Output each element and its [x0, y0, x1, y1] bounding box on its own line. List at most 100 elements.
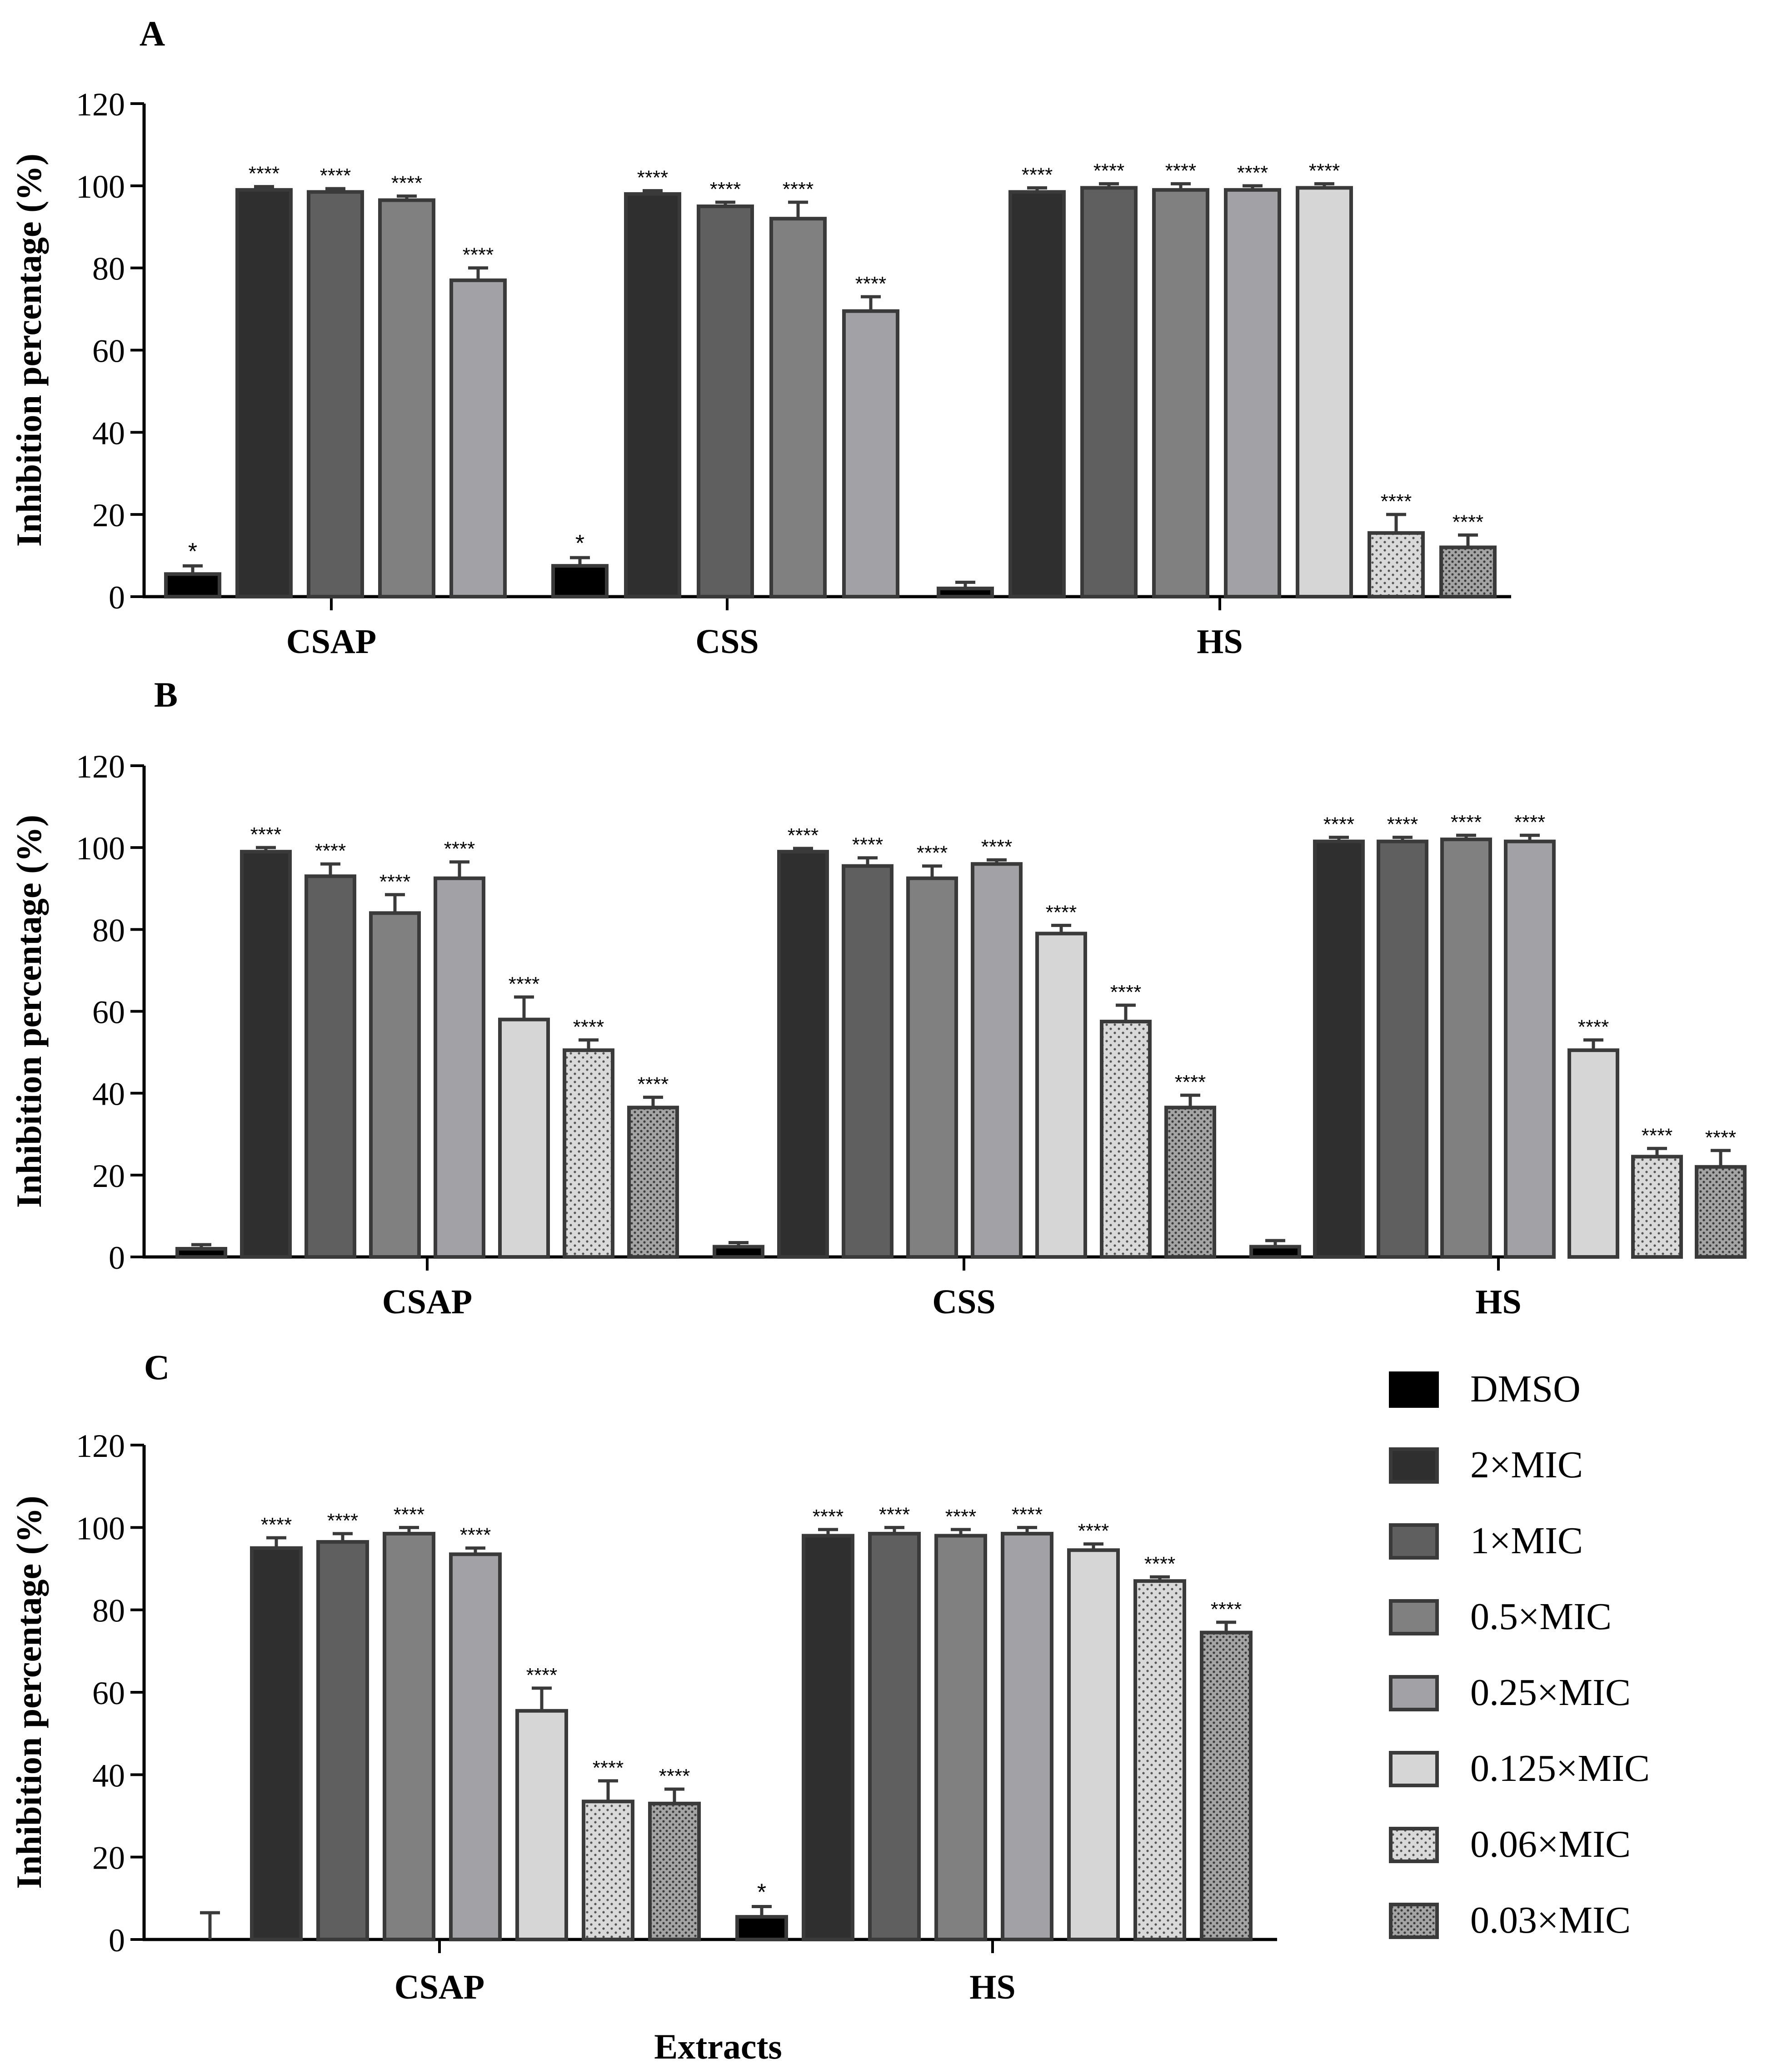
legend-swatch [1389, 1599, 1439, 1635]
bar [369, 911, 421, 1259]
y-tick-label: 80 [92, 912, 125, 948]
significance-label: **** [249, 163, 280, 185]
significance-label: * [757, 1879, 766, 1905]
significance-label: **** [463, 244, 494, 266]
significance-label: **** [1022, 164, 1053, 186]
y-axis-label: Inhibition percentage (%) [9, 1496, 49, 1889]
y-axis-label: Inhibition percentage (%) [9, 154, 49, 547]
y-tick-label: 20 [92, 1158, 125, 1194]
bar [1035, 932, 1087, 1259]
bar [449, 278, 507, 598]
y-tick-label: 0 [109, 1922, 125, 1959]
bar [307, 190, 364, 599]
y-tick-label: 60 [92, 994, 125, 1031]
legend-label: DMSO [1470, 1368, 1581, 1410]
significance-label: **** [1078, 1520, 1109, 1542]
significance-label: **** [1642, 1124, 1673, 1147]
bar [175, 1246, 227, 1259]
significance-label: * [188, 538, 197, 565]
bar [842, 864, 894, 1259]
y-tick-label: 120 [76, 86, 125, 123]
bar [648, 1801, 701, 1942]
bar [1152, 188, 1209, 598]
significance-label: **** [1705, 1127, 1737, 1149]
bar [1133, 1579, 1186, 1941]
significance-label: **** [444, 838, 475, 860]
y-tick-label: 100 [76, 830, 125, 867]
bar [934, 1534, 987, 1941]
significance-label: **** [855, 273, 887, 295]
legend-item: 0.03×MIC [1389, 1899, 1631, 1941]
bar [937, 586, 994, 598]
bar [316, 1540, 369, 1941]
significance-label: **** [250, 823, 282, 846]
y-tick-label: 20 [92, 1840, 125, 1876]
bar [1224, 188, 1281, 598]
bar [1439, 545, 1497, 598]
y-tick-label: 100 [76, 169, 125, 205]
significance-label: **** [783, 178, 814, 200]
significance-label: **** [391, 172, 423, 194]
bar [769, 217, 827, 598]
significance-label: **** [945, 1506, 977, 1528]
x-tick-label: CSAP [394, 1968, 484, 2006]
bar [868, 1531, 921, 1941]
bar [1296, 186, 1353, 598]
significance-label: **** [320, 165, 351, 187]
legend-item: 0.125×MIC [1389, 1747, 1650, 1790]
bar [434, 876, 485, 1259]
panel-a: A Inhibition percentage (%) 0 20 40 60 80 100 12… [9, 14, 1511, 661]
legend-swatch [1389, 1751, 1439, 1787]
y-tick-label: 80 [92, 251, 125, 287]
y-tick-label: 80 [92, 1593, 125, 1629]
significance-label: **** [659, 1765, 690, 1787]
bar [906, 876, 958, 1259]
legend-item: 2×MIC [1389, 1444, 1583, 1486]
bar [1200, 1630, 1253, 1942]
bar [1631, 1155, 1683, 1259]
bar [240, 850, 292, 1259]
panel-letter: C [144, 1347, 170, 1387]
bar [515, 1709, 568, 1942]
bar [1377, 839, 1428, 1259]
panel-letter: B [154, 675, 178, 714]
bar [971, 862, 1023, 1259]
y-tick-label: 0 [109, 1240, 125, 1276]
x-tick-label: HS [1197, 623, 1243, 661]
bar [1100, 1020, 1152, 1259]
bar [235, 188, 293, 598]
bar [378, 198, 435, 598]
y-axis-label: Inhibition percentage (%) [9, 815, 49, 1208]
bar [1440, 838, 1492, 1259]
significance-label: **** [638, 1073, 669, 1096]
legend-swatch [1389, 1903, 1439, 1939]
significance-label: **** [261, 1514, 292, 1536]
significance-label: **** [1453, 511, 1484, 533]
significance-label: **** [1165, 160, 1197, 182]
legend-label: 2×MIC [1470, 1444, 1583, 1486]
significance-label: **** [1323, 813, 1355, 836]
bar [624, 192, 681, 598]
significance-label: **** [1381, 490, 1412, 513]
x-tick-label: HS [1475, 1283, 1521, 1321]
significance-label: **** [593, 1757, 624, 1779]
panel-c: C Inhibition percentage (%) 0 20 40 60 80 100 12… [9, 1347, 1277, 2006]
panels: A Inhibition percentage (%) 0 20 40 60 80 100 12… [9, 14, 1747, 2006]
bar [1249, 1245, 1301, 1259]
bar [627, 1106, 679, 1259]
significance-label: * [575, 530, 584, 557]
significance-label: **** [573, 1016, 604, 1038]
significance-label: **** [788, 824, 819, 847]
bar [1067, 1548, 1120, 1941]
legend-item: 1×MIC [1389, 1520, 1583, 1562]
y-tick-label: 120 [76, 748, 125, 785]
significance-label: **** [710, 178, 741, 200]
legend-swatch [1389, 1371, 1439, 1408]
significance-label: **** [394, 1503, 425, 1526]
bar [1368, 531, 1425, 598]
legend-label: 0.125×MIC [1470, 1747, 1650, 1790]
significance-label: **** [1175, 1071, 1206, 1093]
legend: DMSO 2×MIC 1×MIC 0.5×MIC 0.25×MIC 0.125×MIC 0.… [1389, 1368, 1650, 1941]
bar [1080, 186, 1138, 598]
bar [551, 564, 609, 598]
